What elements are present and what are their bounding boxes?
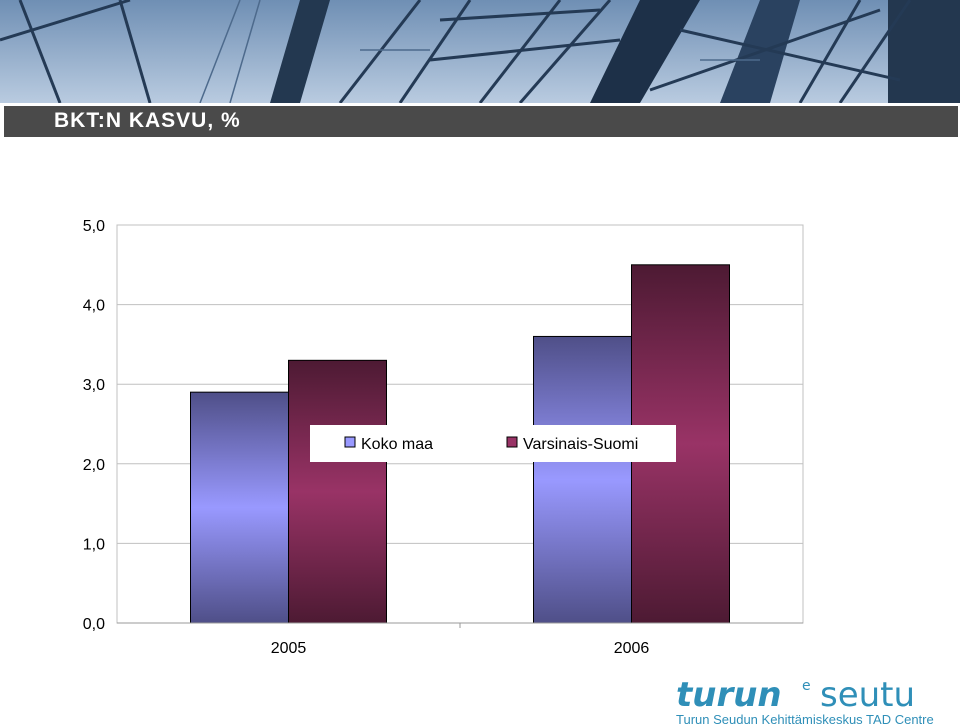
- x-axis: 2005 2006: [117, 622, 803, 657]
- legend-swatch: [506, 436, 518, 448]
- logo-wordmark-right: seutu: [820, 676, 915, 712]
- slide-title-bar: BKT:N KASVU, %: [4, 106, 958, 137]
- legend: Koko maa Varsinais-Suomi: [310, 425, 676, 462]
- logo-wordmark-left: turun: [676, 676, 782, 712]
- legend-box: [310, 425, 676, 462]
- y-tick-label: 3,0: [83, 377, 105, 394]
- y-tick-label: 1,0: [83, 536, 105, 553]
- y-tick-label: 2,0: [83, 457, 105, 474]
- logo-wordmark-sup: e: [802, 678, 811, 694]
- header-banner-image: [0, 0, 960, 103]
- legend-swatch: [344, 436, 356, 448]
- bars: [190, 264, 730, 624]
- y-tick-label: 5,0: [83, 218, 105, 235]
- bar-2006-0: [533, 335, 632, 624]
- legend-label: Koko maa: [361, 436, 433, 453]
- bar-2005-1: [288, 359, 387, 624]
- y-tick-label: 0,0: [83, 616, 105, 633]
- x-tick-label: 2006: [614, 640, 650, 657]
- bar-2005-0: [190, 391, 289, 624]
- turun-seutu-logo: turun e seutu: [672, 675, 954, 727]
- logo-tagline: Turun Seudun Kehittämiskeskus TAD Centre: [676, 712, 934, 727]
- y-tick-label: 4,0: [83, 298, 105, 315]
- x-tick-label: 2005: [271, 640, 307, 657]
- bar-chart: 0,0 1,0 2,0 3,0 4,0 5,0 2005 2006 Koko maa Vars…: [83, 218, 804, 657]
- legend-label: Varsinais-Suomi: [523, 436, 638, 453]
- y-axis-ticks: 0,0 1,0 2,0 3,0 4,0 5,0: [83, 218, 105, 633]
- slide-title: BKT:N KASVU, %: [54, 109, 241, 132]
